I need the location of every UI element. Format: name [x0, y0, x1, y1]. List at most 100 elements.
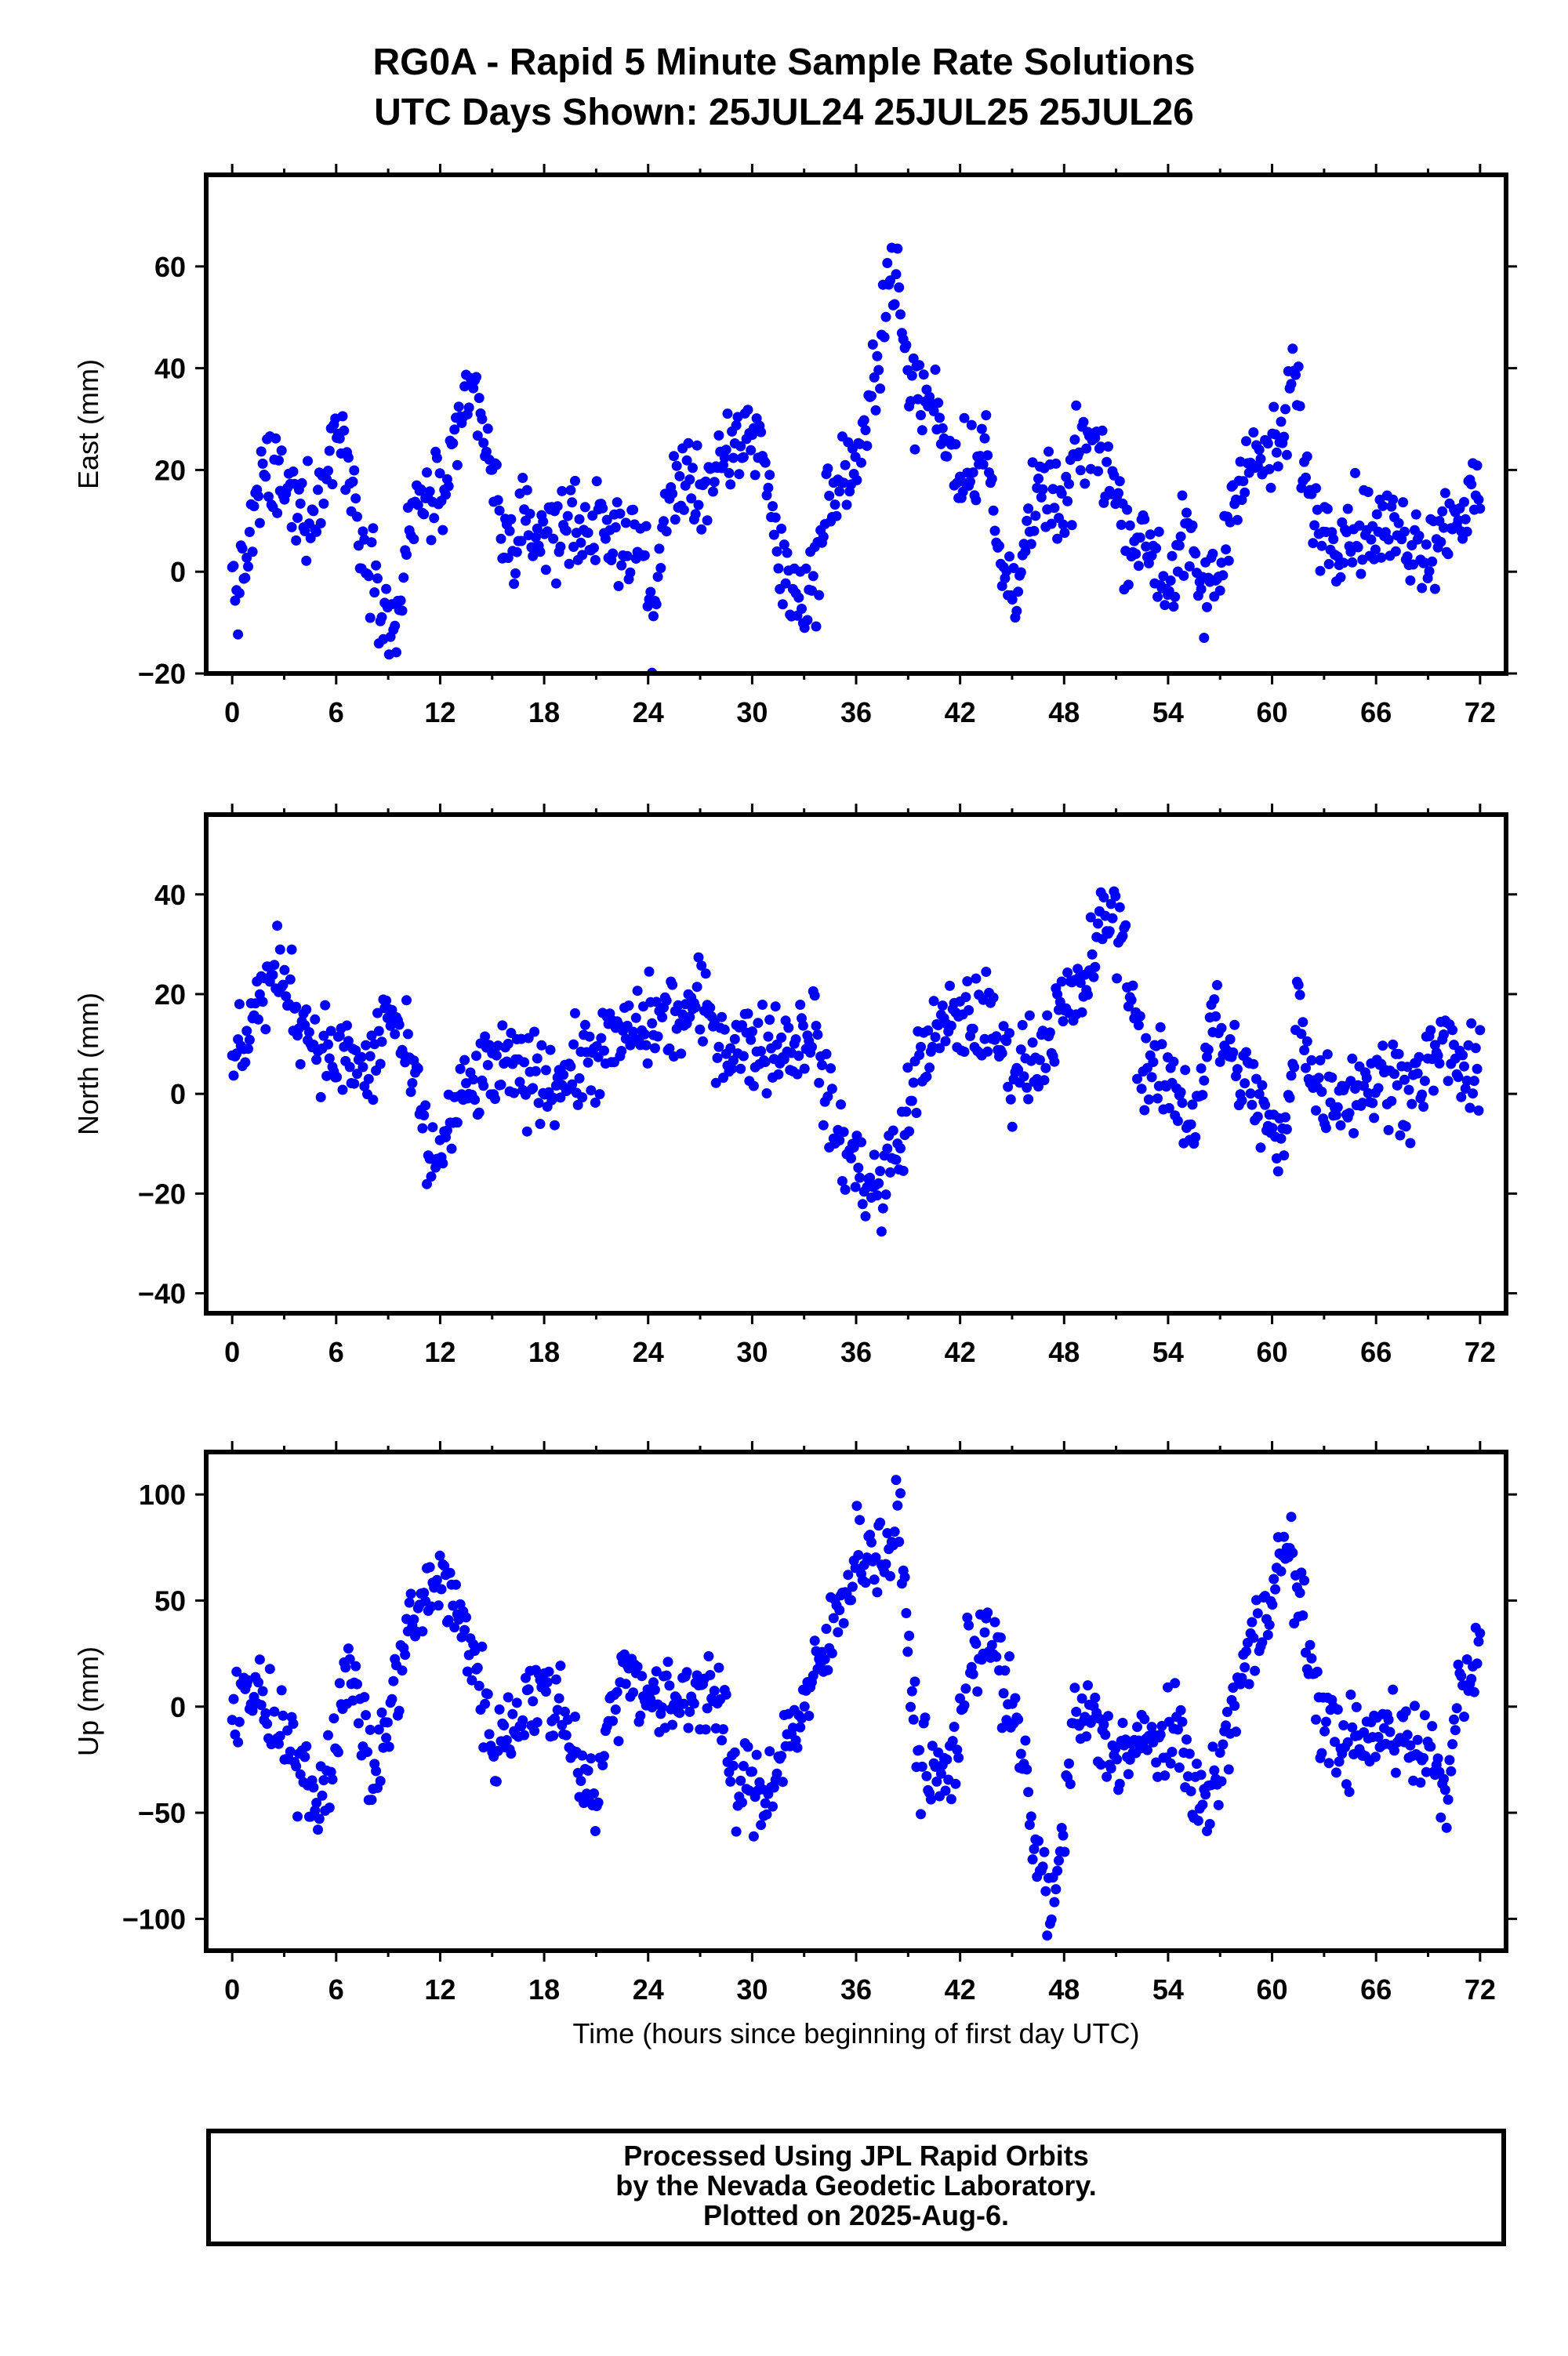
footer-line-3: Plotted on 2025-Aug-6.	[702, 2199, 1010, 2231]
east-point	[1271, 447, 1282, 458]
east-point	[641, 521, 652, 532]
up-point	[1306, 1653, 1317, 1664]
up-point	[1165, 1758, 1176, 1769]
east-point	[1152, 591, 1163, 602]
east-point	[1294, 401, 1305, 412]
east-point	[824, 490, 835, 501]
north-point	[795, 1000, 806, 1010]
north-point	[366, 1030, 377, 1041]
up-point	[895, 1488, 906, 1499]
east-point	[1113, 488, 1123, 499]
up-point	[1441, 1822, 1452, 1833]
up-point	[991, 1651, 1002, 1662]
up-point	[1013, 1714, 1024, 1725]
up-point	[1058, 1830, 1069, 1841]
east-point	[590, 554, 601, 565]
east-point	[552, 501, 563, 512]
east-point	[891, 269, 902, 280]
x-tick-label: 42	[945, 1336, 976, 1368]
east-point	[381, 583, 392, 594]
east-point	[401, 550, 412, 560]
north-point	[1392, 1080, 1403, 1091]
east-point	[1269, 401, 1279, 412]
north-point	[1284, 1092, 1295, 1103]
north-point	[503, 1038, 514, 1049]
up-point	[899, 1572, 910, 1583]
north-point	[480, 1031, 491, 1042]
east-point	[982, 450, 993, 461]
north-point	[1203, 1044, 1214, 1055]
east-point	[639, 550, 650, 561]
up-point	[700, 1724, 711, 1735]
east-point	[1123, 579, 1134, 590]
up-point	[1196, 1770, 1207, 1781]
east-point	[1352, 542, 1363, 553]
north-point	[1175, 1087, 1186, 1098]
east-point	[422, 467, 432, 478]
north-point	[811, 1021, 822, 1031]
east-point	[1405, 575, 1416, 586]
east-point	[564, 558, 575, 569]
up-point	[231, 1666, 242, 1677]
north-point	[1460, 1084, 1471, 1094]
north-point	[898, 1165, 909, 1176]
east-point	[776, 523, 787, 534]
up-point	[702, 1703, 713, 1714]
north-point	[779, 1054, 789, 1065]
up-point	[1214, 1748, 1225, 1758]
east-point	[1059, 528, 1070, 539]
north-point	[470, 1095, 481, 1105]
north-point	[244, 1034, 255, 1045]
up-point	[688, 1698, 699, 1709]
up-point	[1421, 1766, 1432, 1777]
up-point	[1172, 1724, 1183, 1735]
north-point	[760, 1057, 771, 1067]
up-point	[1373, 1732, 1384, 1742]
east-point	[1037, 484, 1048, 495]
north-point	[274, 944, 285, 955]
up-point	[894, 1537, 905, 1547]
east-point	[371, 560, 382, 571]
up-point	[1298, 1610, 1308, 1621]
east-point	[880, 311, 891, 322]
up-point	[480, 1698, 491, 1709]
up-point	[1449, 1714, 1459, 1725]
up-point	[935, 1768, 946, 1779]
north-point	[872, 1190, 883, 1201]
north-point	[358, 1062, 368, 1073]
up-point	[445, 1567, 456, 1578]
up-point	[792, 1742, 803, 1753]
north-point	[1472, 1063, 1483, 1074]
north-point	[911, 1108, 922, 1118]
east-point	[1080, 478, 1091, 489]
up-point	[311, 1798, 322, 1808]
up-point	[1033, 1835, 1044, 1846]
east-point	[728, 452, 739, 463]
north-point	[375, 1058, 386, 1069]
east-point	[1439, 522, 1449, 533]
east-point	[1025, 539, 1036, 550]
east-point	[822, 463, 833, 474]
north-point	[853, 1163, 864, 1173]
up-point	[362, 1747, 372, 1757]
north-point	[748, 1080, 759, 1091]
up-point	[260, 1708, 271, 1719]
up-point	[1037, 1861, 1048, 1872]
up-point	[1247, 1617, 1258, 1628]
east-point	[959, 412, 970, 423]
up-point	[589, 1788, 599, 1799]
up-point	[1046, 1914, 1057, 1925]
up-point	[953, 1752, 964, 1763]
east-point	[892, 243, 903, 254]
north-point	[1245, 1088, 1256, 1099]
up-point	[328, 1713, 339, 1724]
east-point	[731, 420, 742, 430]
east-point	[1097, 425, 1108, 436]
north-point	[1316, 1087, 1327, 1097]
east-point	[976, 423, 987, 434]
east-point	[1051, 458, 1062, 469]
up-point	[1341, 1779, 1352, 1790]
north-point	[684, 1011, 695, 1022]
north-point	[228, 1070, 239, 1081]
